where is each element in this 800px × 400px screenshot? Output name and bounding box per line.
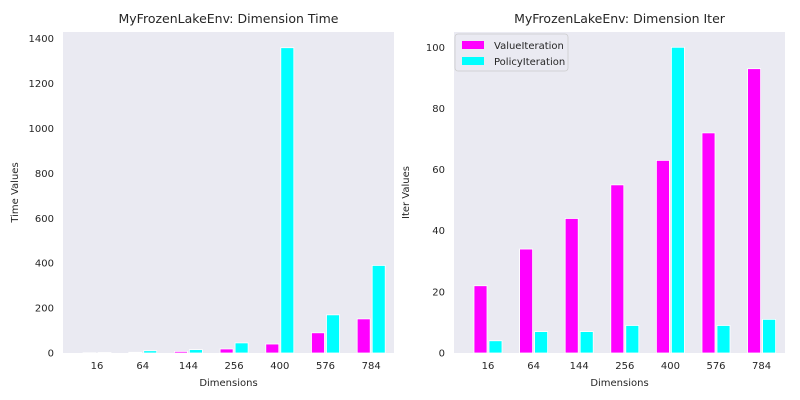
time-bar-valueiteration-144 xyxy=(173,351,188,354)
iter-bar-policyiteration-144 xyxy=(579,331,594,354)
iter-legend: ValueIteration PolicyIteration xyxy=(454,33,569,72)
iter-chart: 16 64 144 256 400 576 784 0 20 40 60 80 100 MyFroze… xyxy=(401,11,785,389)
time-bar-valueiteration-64 xyxy=(128,351,143,354)
iter-y-tick-label: 20 xyxy=(432,287,445,298)
time-y-axis-label: Time Values xyxy=(10,162,21,223)
legend-swatch-valueiteration xyxy=(462,41,484,49)
time-chart-title: MyFrozenLakeEnv: Dimension Time xyxy=(119,11,339,26)
time-bar-policyiteration-784 xyxy=(371,265,386,354)
time-x-tick-label: 64 xyxy=(136,361,149,372)
time-bar-policyiteration-400 xyxy=(280,47,295,354)
time-y-tick-label: 1000 xyxy=(29,124,54,135)
iter-x-tick-label: 144 xyxy=(570,361,589,372)
iter-bar-policyiteration-400 xyxy=(671,46,685,354)
iter-chart-title: MyFrozenLakeEnv: Dimension Iter xyxy=(514,11,726,26)
iter-bar-policyiteration-784 xyxy=(762,318,776,354)
iter-bar-policyiteration-16 xyxy=(488,340,503,354)
time-bar-policyiteration-576 xyxy=(326,314,340,354)
time-bar-valueiteration-784 xyxy=(356,318,371,354)
iter-y-tick-label: 80 xyxy=(432,104,445,115)
iter-x-tick-label: 64 xyxy=(527,361,540,372)
time-bar-valueiteration-576 xyxy=(311,332,325,354)
iter-x-ticks: 16 64 144 256 400 576 784 xyxy=(482,361,772,372)
iter-y-tick-label: 60 xyxy=(432,165,445,176)
time-y-tick-label: 400 xyxy=(35,259,54,270)
iter-x-tick-label: 576 xyxy=(706,361,725,372)
iter-bar-valueiteration-16 xyxy=(473,285,488,354)
time-plot-area xyxy=(63,32,394,353)
time-y-tick-label: 0 xyxy=(48,349,54,360)
time-x-axis-label: Dimensions xyxy=(199,378,257,389)
time-x-tick-label: 16 xyxy=(91,361,104,372)
iter-bar-valueiteration-576 xyxy=(701,132,716,354)
time-x-tick-label: 576 xyxy=(316,361,335,372)
time-x-tick-label: 256 xyxy=(225,361,244,372)
iter-x-tick-label: 256 xyxy=(615,361,634,372)
time-y-tick-label: 800 xyxy=(35,169,54,180)
time-bar-policyiteration-256 xyxy=(234,342,249,354)
iter-bar-valueiteration-784 xyxy=(747,68,761,354)
iter-y-ticks: 0 20 40 60 80 100 xyxy=(426,43,445,360)
iter-x-axis-label: Dimensions xyxy=(590,378,648,389)
time-bars xyxy=(82,47,386,354)
legend-label-policyiteration: PolicyIteration xyxy=(494,57,565,68)
iter-bar-valueiteration-400 xyxy=(656,159,670,354)
time-y-tick-label: 600 xyxy=(35,214,54,225)
iter-bar-policyiteration-64 xyxy=(534,331,548,354)
iter-x-tick-label: 16 xyxy=(482,361,495,372)
time-chart: 16 64 144 256 400 576 784 0 200 400 600 800 1000 120… xyxy=(10,11,394,389)
iter-bar-valueiteration-256 xyxy=(610,184,625,354)
iter-bar-policyiteration-256 xyxy=(625,325,640,354)
iter-y-tick-label: 40 xyxy=(432,226,445,237)
time-y-tick-label: 200 xyxy=(35,304,54,315)
time-bar-valueiteration-256 xyxy=(219,348,234,354)
iter-y-axis-label: Iter Values xyxy=(401,166,412,219)
iter-bar-valueiteration-144 xyxy=(564,218,579,354)
iter-bar-policyiteration-576 xyxy=(716,325,731,354)
iter-x-tick-label: 400 xyxy=(661,361,680,372)
iter-x-tick-label: 784 xyxy=(752,361,771,372)
time-bar-policyiteration-64 xyxy=(143,350,158,354)
time-x-tick-label: 784 xyxy=(362,361,381,372)
time-y-tick-label: 1200 xyxy=(29,79,54,90)
legend-swatch-policyiteration xyxy=(462,57,484,65)
iter-y-tick-label: 0 xyxy=(439,349,445,360)
time-bar-valueiteration-400 xyxy=(265,343,280,354)
time-x-tick-label: 400 xyxy=(270,361,289,372)
time-bar-policyiteration-144 xyxy=(188,349,203,354)
iter-y-tick-label: 100 xyxy=(426,43,445,54)
iter-bars xyxy=(473,46,776,354)
legend-label-valueiteration: ValueIteration xyxy=(494,41,564,52)
time-x-tick-label: 144 xyxy=(179,361,198,372)
time-x-ticks: 16 64 144 256 400 576 784 xyxy=(91,361,381,372)
iter-bar-valueiteration-64 xyxy=(519,248,533,354)
time-y-ticks: 0 200 400 600 800 1000 1200 1400 xyxy=(29,34,54,359)
time-y-tick-label: 1400 xyxy=(29,34,54,45)
